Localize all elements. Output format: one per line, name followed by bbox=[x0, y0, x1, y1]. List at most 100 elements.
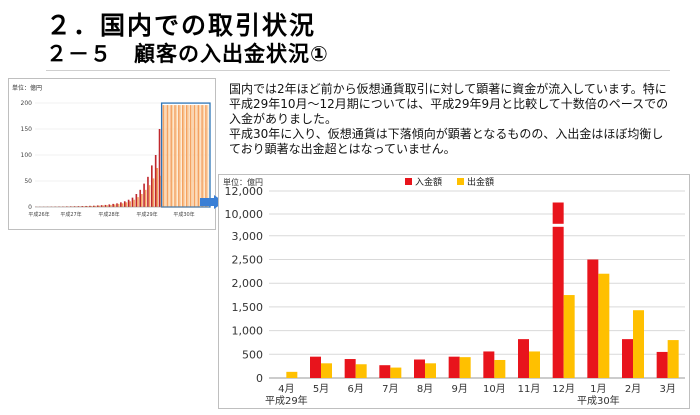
withdrawal-bar bbox=[494, 359, 506, 378]
thumbnail-highlight-bar bbox=[168, 105, 170, 207]
thumbnail-y-tick: 200 bbox=[21, 100, 33, 107]
thumbnail-y-tick: 50 bbox=[24, 178, 32, 185]
thumbnail-deposit-bar bbox=[69, 206, 72, 207]
deposit-bar bbox=[518, 339, 529, 378]
thumbnail-withdrawal-bar bbox=[148, 185, 151, 207]
y-tick-label: 1,500 bbox=[232, 301, 264, 314]
y-tick-label: 500 bbox=[242, 348, 263, 361]
thumbnail-highlight-bar bbox=[201, 105, 203, 207]
legend-deposit-swatch bbox=[405, 178, 412, 185]
thumbnail-deposit-bar bbox=[81, 206, 84, 207]
y-tick-label: 12,000 bbox=[225, 185, 264, 198]
thumbnail-withdrawal-bar bbox=[156, 168, 159, 207]
thumbnail-withdrawal-bar bbox=[144, 189, 147, 207]
y-tick-label: 10,000 bbox=[225, 208, 264, 221]
thumbnail-withdrawal-bar bbox=[90, 205, 93, 207]
deposit-bar bbox=[344, 359, 356, 378]
x-tick-label: 2月 bbox=[625, 383, 641, 395]
thumbnail-highlight-bar bbox=[178, 105, 180, 207]
year-label: 平成30年 bbox=[577, 394, 620, 407]
thumbnail-highlight-bar bbox=[197, 105, 200, 207]
thumbnail-deposit-bar bbox=[127, 199, 130, 207]
x-tick-label: 5月 bbox=[313, 383, 329, 395]
thumbnail-highlight-bar bbox=[189, 105, 192, 207]
thumbnail-deposit-bar bbox=[112, 203, 114, 207]
description-paragraph-1: 国内では2年ほど前から仮想通貨取引に対して顕著に資金が流入しています。特に平成2… bbox=[229, 82, 669, 126]
x-tick-label: 11月 bbox=[518, 383, 541, 395]
thumbnail-highlight-bar bbox=[175, 105, 178, 207]
thumbnail-withdrawal-bar bbox=[133, 199, 135, 207]
thumbnail-withdrawal-bar bbox=[83, 206, 85, 207]
thumbnail-highlight-bar bbox=[162, 105, 165, 207]
legend-withdrawal-swatch bbox=[457, 178, 464, 185]
withdrawal-bar bbox=[633, 310, 644, 378]
thumbnail-withdrawal-bar bbox=[106, 205, 108, 207]
thumbnail-withdrawal-bar bbox=[75, 206, 77, 207]
thumbnail-withdrawal-bar bbox=[141, 194, 143, 207]
thumbnail-withdrawal-bar bbox=[86, 206, 89, 207]
deposit-bar bbox=[552, 202, 564, 378]
thumbnail-withdrawal-bar bbox=[113, 204, 116, 207]
unit-label: 単位：億円 bbox=[223, 177, 263, 187]
thumbnail-deposit-bar bbox=[139, 189, 142, 207]
title-divider bbox=[46, 70, 670, 71]
thumbnail-highlight-bar bbox=[179, 105, 182, 207]
main-bar-chart: 単位：億円 入金額 出金額 0 500 1,000 1,500 2,000 2,500 3,… bbox=[218, 174, 690, 409]
thumbnail-deposit-bar bbox=[131, 197, 134, 207]
thumbnail-deposit-bar bbox=[89, 205, 91, 207]
thumbnail-highlight-bar bbox=[187, 105, 190, 207]
x-tick-label: 6月 bbox=[347, 383, 363, 395]
thumbnail-highlight-bar bbox=[205, 105, 207, 207]
thumbnail-deposit-bar bbox=[104, 204, 107, 207]
thumbnail-highlight-bar bbox=[206, 105, 209, 207]
y-tick-label: 2,000 bbox=[232, 277, 264, 290]
thumbnail-withdrawal-bar bbox=[125, 202, 128, 207]
x-tick-label: 8月 bbox=[417, 383, 433, 395]
thumbnail-deposit-bar bbox=[96, 205, 99, 207]
thumbnail-deposit-bar bbox=[147, 176, 149, 207]
thumbnail-withdrawal-bar bbox=[129, 201, 132, 207]
deposit-bar bbox=[310, 356, 321, 378]
x-tick-label: 3月 bbox=[659, 383, 675, 395]
thumbnail-withdrawal-bar bbox=[121, 203, 124, 207]
deposit-bar bbox=[448, 356, 460, 378]
thumbnail-withdrawal-bar bbox=[152, 178, 155, 207]
withdrawal-bar bbox=[355, 364, 367, 378]
deposit-bar bbox=[656, 351, 668, 378]
thumbnail-deposit-bar bbox=[123, 201, 126, 207]
thumbnail-highlight-bar bbox=[170, 105, 172, 207]
thumbnail-highlight-bar bbox=[174, 105, 176, 207]
thumbnail-unit-label: 単位：億円 bbox=[12, 84, 42, 92]
thumbnail-highlight-bar bbox=[171, 105, 174, 207]
thumbnail-x-label: 平成30年 bbox=[173, 211, 194, 218]
year-label: 平成29年 bbox=[265, 394, 308, 407]
thumbnail-x-label: 平成29年 bbox=[136, 211, 157, 218]
thumbnail-x-label: 平成26年 bbox=[28, 211, 49, 218]
deposit-bar bbox=[414, 359, 425, 378]
thumbnail-y-tick: 0 bbox=[28, 204, 32, 211]
thumbnail-deposit-bar bbox=[93, 205, 95, 207]
thumbnail-deposit-bar bbox=[73, 206, 76, 207]
thumbnail-highlight-bar bbox=[183, 105, 186, 207]
deposit-bar bbox=[483, 351, 495, 378]
page-subtitle: ２－５ 顧客の入出金状況① bbox=[46, 42, 329, 66]
x-tick-label: 4月 bbox=[278, 383, 294, 395]
thumbnail-deposit-bar bbox=[65, 206, 68, 207]
thumbnail-deposit-bar bbox=[143, 183, 145, 207]
x-tick-label: 1月 bbox=[590, 383, 606, 395]
deposit-bar bbox=[379, 365, 391, 378]
thumbnail-highlight-bar bbox=[164, 105, 166, 207]
withdrawal-bar bbox=[598, 273, 610, 378]
thumbnail-chart: 単位：億円 0 50 100 150 200 平成26年 平成27年 平成28年 平成29年 平成3… bbox=[8, 78, 216, 230]
thumbnail-deposit-bar bbox=[154, 155, 157, 207]
withdrawal-bar bbox=[425, 363, 436, 378]
y-tick-label: 1,000 bbox=[232, 325, 264, 338]
thumbnail-highlight-bar bbox=[202, 105, 205, 207]
description-paragraph-2: 平成30年に入り、仮想通貨は下落傾向が顕著となるものの、入出金はほぼ均衡しており… bbox=[229, 127, 664, 156]
thumbnail-highlight-bar bbox=[185, 105, 188, 207]
legend-withdrawal-label: 出金額 bbox=[467, 176, 494, 188]
thumbnail-withdrawal-bar bbox=[98, 205, 101, 207]
thumbnail-deposit-bar bbox=[151, 165, 153, 207]
thumbnail-x-label: 平成27年 bbox=[60, 211, 81, 218]
x-tick-label: 7月 bbox=[382, 383, 398, 395]
